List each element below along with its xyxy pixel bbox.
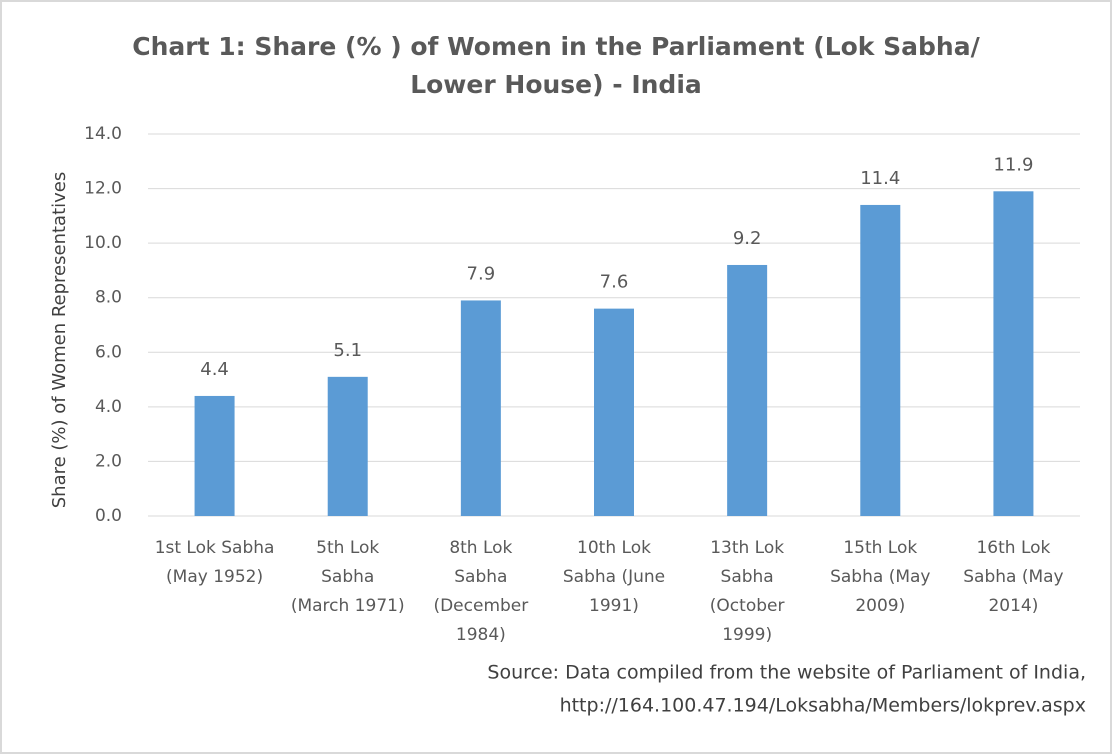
value-label: 9.2 <box>733 228 762 249</box>
x-tick-label-line: Sabha (June <box>563 567 665 587</box>
x-tick-label-line: 10th Lok <box>577 538 651 558</box>
x-tick-label-line: 2014) <box>988 596 1038 616</box>
value-label: 7.9 <box>467 263 496 284</box>
y-tick-label: 12.0 <box>84 179 122 199</box>
x-tick-label-line: (October <box>710 596 785 616</box>
x-tick-label-line: (March 1971) <box>291 596 405 616</box>
x-tick-label: 5th Lok Sabha (March 1971) <box>291 538 405 616</box>
x-tick-label-line: Sabha <box>721 567 774 587</box>
value-label: 11.4 <box>860 168 900 189</box>
chart-title: Lower House) - India <box>410 70 702 99</box>
bar <box>460 300 501 516</box>
bar <box>194 395 235 516</box>
chart-title: Chart 1: Share (% ) of Women in the Parl… <box>132 32 980 61</box>
x-tick-label: 16th Lok Sabha (May 2014) <box>963 538 1063 616</box>
bar <box>727 264 768 516</box>
x-tick-label-line: 1999) <box>722 625 772 645</box>
y-tick-label: 8.0 <box>95 288 122 308</box>
x-tick-label-line: 2009) <box>855 596 905 616</box>
x-tick-label: 1st Lok Sabha (May 1952) <box>155 538 275 587</box>
value-label: 5.1 <box>333 340 362 361</box>
x-tick-label-line: (December <box>433 596 528 616</box>
bar <box>993 191 1034 517</box>
x-tick-label: 13th Lok Sabha (October 1999) <box>710 538 785 645</box>
y-tick-label: 6.0 <box>95 342 122 362</box>
bar <box>327 376 368 516</box>
x-tick-label-line: 1st Lok Sabha <box>155 538 275 558</box>
source: http://164.100.47.194/Loksabha/Members/l… <box>560 695 1086 717</box>
x-tick-label-line: Sabha <box>321 567 374 587</box>
bar <box>860 204 901 516</box>
x-tick-label-line: 13th Lok <box>710 538 784 558</box>
source: Source: Data compiled from the website o… <box>487 662 1086 684</box>
x-tick-label-line: Sabha (May <box>963 567 1063 587</box>
x-tick-label-line: 5th Lok <box>316 538 379 558</box>
y-tick-label: 0.0 <box>95 506 122 526</box>
x-tick-label-line: (May 1952) <box>166 567 263 587</box>
x-tick-label-line: 8th Lok <box>449 538 512 558</box>
x-tick-label-line: 16th Lok <box>976 538 1050 558</box>
x-tick-label-line: 15th Lok <box>843 538 917 558</box>
x-tick-label: 10th Lok Sabha (June 1991) <box>563 538 665 616</box>
x-tick-label-line: Sabha (May <box>830 567 930 587</box>
x-tick-label-line: Sabha <box>454 567 507 587</box>
x-tick-label-line: 1984) <box>456 625 506 645</box>
x-tick-label-line: 1991) <box>589 596 639 616</box>
x-tick-label: 15th Lok Sabha (May 2009) <box>830 538 930 616</box>
x-tick-label: 8th Lok Sabha (December 1984) <box>433 538 528 645</box>
y-axis-label: Share (%) of Women Representatives <box>49 172 70 509</box>
bar <box>594 308 634 516</box>
y-tick-label: 14.0 <box>84 124 122 144</box>
value-label: 7.6 <box>600 272 629 293</box>
y-tick-label: 2.0 <box>95 451 122 471</box>
y-tick-label: 10.0 <box>84 233 122 253</box>
y-tick-label: 4.0 <box>95 397 122 417</box>
value-label: 4.4 <box>200 359 229 380</box>
value-label: 11.9 <box>993 154 1033 175</box>
